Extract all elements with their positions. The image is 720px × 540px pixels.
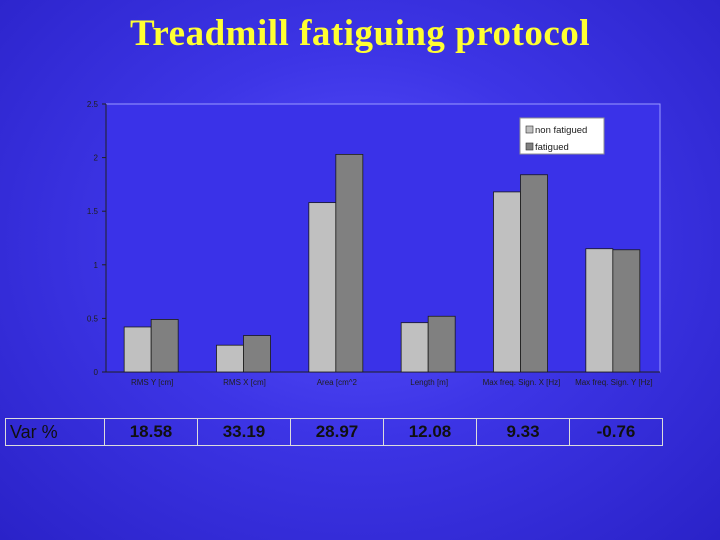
legend (519, 117, 605, 155)
variation-label: Var % (5, 418, 105, 446)
y-tick-label: 0.5 (87, 314, 99, 323)
variation-row: Var % 18.58 33.19 28.97 12.08 9.33 -0.76 (5, 418, 663, 446)
x-tick-label: Length [m] (410, 378, 448, 387)
legend-swatch (525, 125, 534, 134)
y-tick-label: 1 (94, 261, 99, 270)
slide-title: Treadmill fatiguing protocol (129, 13, 591, 54)
bar (150, 319, 179, 373)
variation-value: -0.76 (569, 418, 663, 446)
x-tick-label: Max freq. Sign. Y [Hz] (575, 378, 653, 387)
bar (216, 344, 244, 373)
x-tick-label: RMS X [cm] (223, 378, 266, 387)
x-tick-label: Max freq. Sign. X [Hz] (483, 378, 561, 387)
bar (585, 248, 614, 373)
variation-value: 12.08 (383, 418, 477, 446)
variation-value: 28.97 (290, 418, 384, 446)
bar (243, 335, 271, 373)
bar (400, 322, 429, 373)
variation-value: 18.58 (104, 418, 198, 446)
y-tick-label: 0 (94, 368, 99, 377)
bar (123, 326, 152, 373)
bar (520, 174, 548, 373)
y-tick-label: 1.5 (87, 207, 99, 216)
legend-label: non fatigued (535, 125, 587, 136)
bar (612, 249, 641, 373)
bar (308, 202, 337, 373)
bar (427, 315, 456, 373)
variation-table: Var % 18.58 33.19 28.97 12.08 9.33 -0.76 (5, 418, 663, 446)
bar (335, 153, 364, 373)
x-tick-label: RMS Y [cm] (131, 378, 173, 387)
bar-chart: 0 0.5 1 1.5 2 2.5 RMS Y [cm] RMS X [cm] Area [cm… (87, 100, 661, 387)
variation-value: 33.19 (197, 418, 291, 446)
variation-value: 9.33 (476, 418, 570, 446)
x-tick-label: Area [cm^2 (317, 378, 358, 387)
legend-swatch (525, 142, 534, 151)
legend-label: fatigued (535, 142, 569, 153)
bar (493, 191, 521, 373)
y-tick-label: 2.5 (87, 100, 99, 109)
y-tick-label: 2 (94, 154, 99, 163)
